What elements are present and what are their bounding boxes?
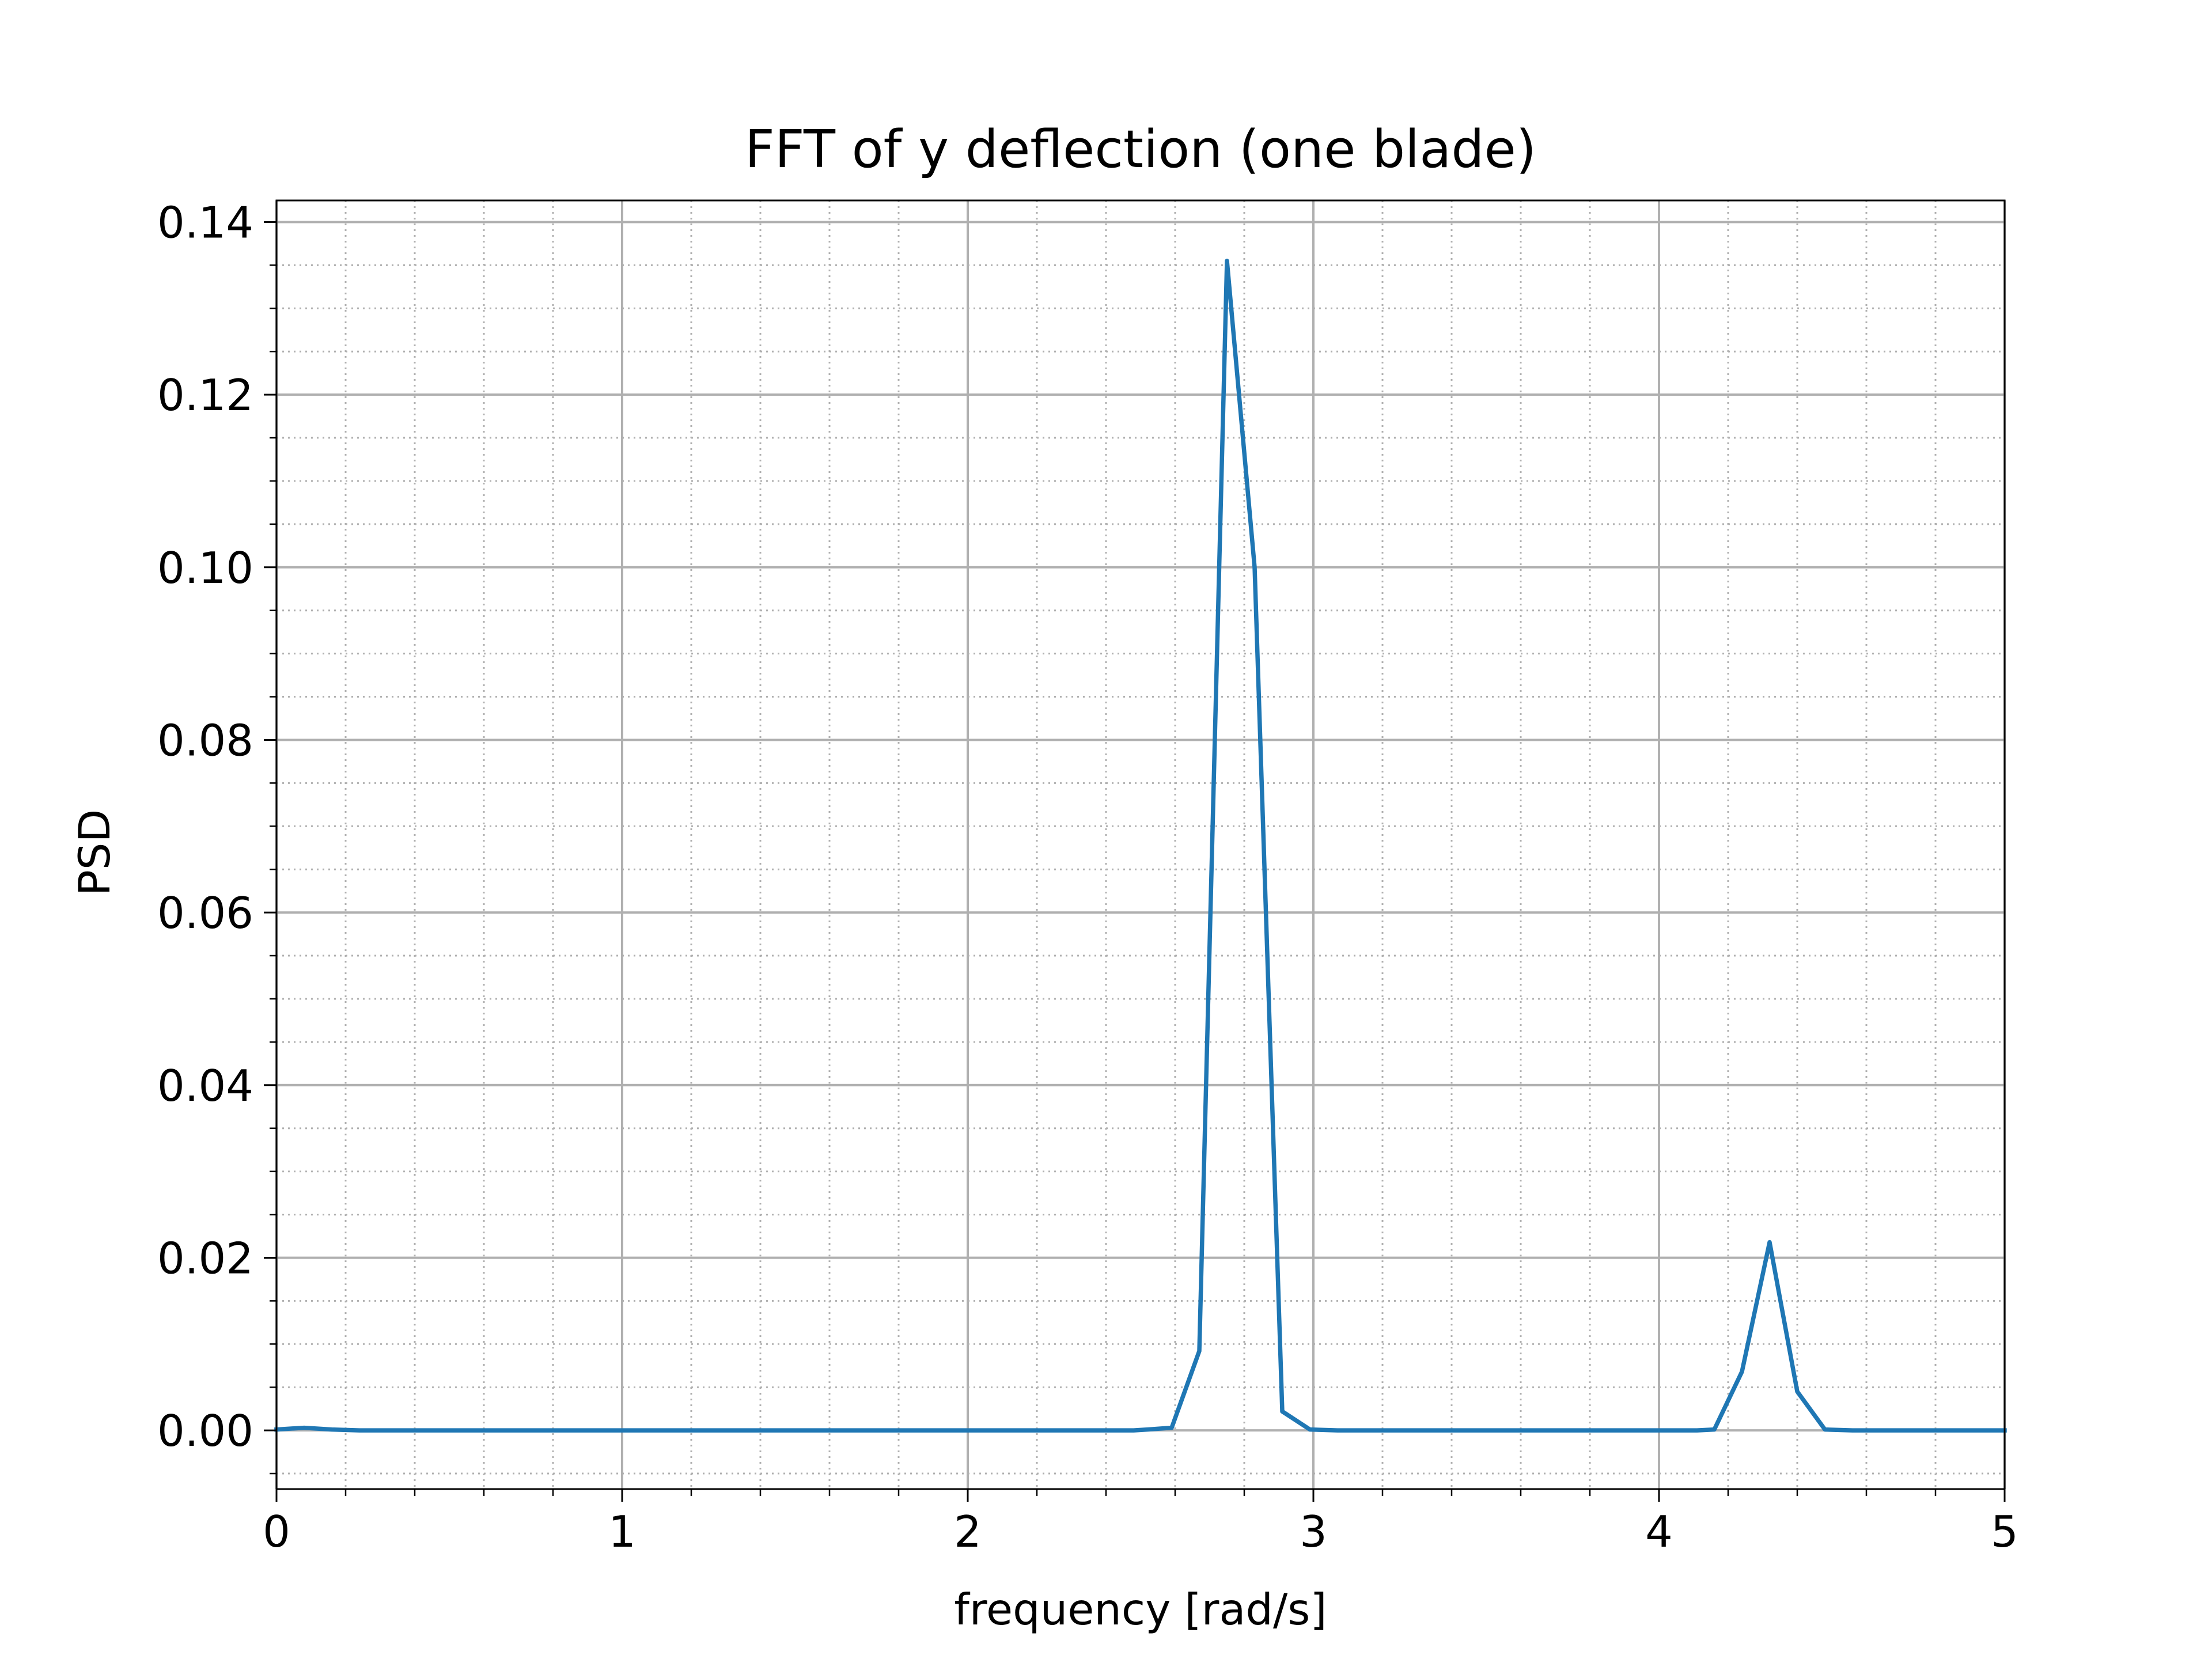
- y-tick-label: 0.04: [157, 1060, 253, 1111]
- x-tick-label: 4: [1645, 1506, 1673, 1557]
- x-tick-label: 2: [954, 1506, 982, 1557]
- y-tick-label: 0.14: [157, 197, 253, 248]
- chart-title: FFT of y deflection (one blade): [745, 119, 1536, 180]
- x-tick-label: 3: [1300, 1506, 1327, 1557]
- y-tick-label: 0.08: [157, 715, 253, 766]
- plot-area-frame: [275, 199, 2006, 1490]
- y-tick-label: 0.10: [157, 543, 253, 593]
- x-tick-label: 5: [1991, 1506, 2018, 1557]
- series-layer: [274, 259, 2007, 1433]
- axis-tick-labels: 0 1 2 3 4 5 0.00 0.02 0.04 0.06 0.08 0.10 0.12 0.14: [157, 197, 2018, 1557]
- x-axis-label: frequency [rad/s]: [954, 1584, 1327, 1635]
- y-tick-label: 0.12: [157, 370, 253, 421]
- y-tick-label: 0.02: [157, 1233, 253, 1283]
- minor-grid: [276, 200, 2005, 1489]
- x-tick-label: 0: [263, 1506, 290, 1557]
- y-tick-label: 0.00: [157, 1406, 253, 1456]
- x-tick-label: 1: [608, 1506, 636, 1557]
- y-axis-label: PSD: [69, 809, 120, 896]
- axis-ticks: [264, 221, 2006, 1502]
- psd-series-line: [274, 259, 2007, 1433]
- y-tick-label: 0.06: [157, 888, 253, 938]
